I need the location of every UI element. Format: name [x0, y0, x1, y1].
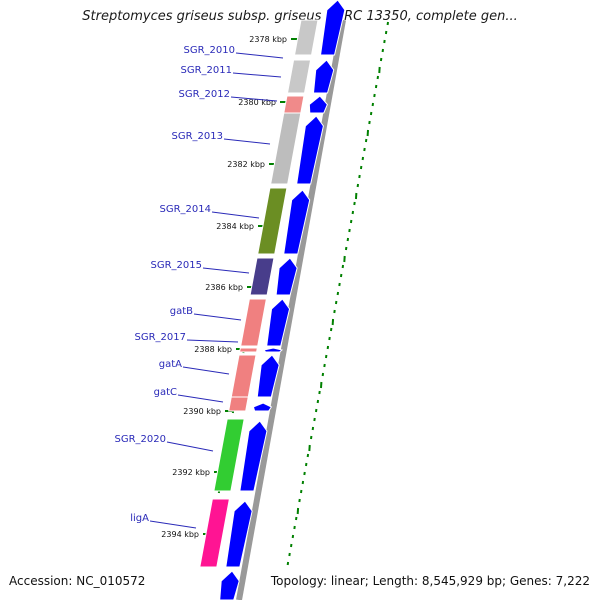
gene-label[interactable]: SGR_2010 — [184, 45, 236, 56]
gene-leader-line — [182, 366, 230, 375]
cds-arrow[interactable] — [308, 95, 328, 114]
tick-label: 2384 kbp — [216, 222, 254, 231]
gene-box[interactable] — [249, 257, 275, 296]
cds-arrow[interactable] — [296, 115, 324, 185]
gene-box[interactable] — [199, 498, 230, 568]
gene-box[interactable] — [293, 19, 319, 56]
map-title: Streptomyces griseus subsp. griseus NBRC… — [82, 9, 518, 24]
cds-arrow[interactable] — [283, 189, 311, 255]
gene-box[interactable] — [286, 59, 312, 94]
gene-box[interactable] — [228, 396, 249, 412]
gene-label[interactable]: SGR_2012 — [179, 89, 231, 100]
cds-arrow-track — [219, 0, 346, 600]
tick-label: 2392 kbp — [172, 468, 210, 477]
gene-label[interactable]: ligA — [130, 513, 149, 524]
gene-box[interactable] — [270, 112, 302, 185]
gene-leader-line — [166, 441, 214, 452]
gene-label[interactable]: gatC — [154, 387, 177, 398]
gene-label[interactable]: SGR_2013 — [172, 131, 224, 142]
tick-label: 2388 kbp — [194, 345, 232, 354]
gene-box[interactable] — [238, 347, 258, 353]
tick-label: 2380 kbp — [238, 98, 276, 107]
cds-arrow[interactable] — [225, 500, 253, 568]
gene-box[interactable] — [230, 354, 257, 398]
gene-label[interactable]: SGR_2017 — [135, 332, 187, 343]
backbone-line — [236, 19, 346, 600]
gene-box[interactable] — [240, 298, 267, 347]
gene-leader-line — [230, 96, 278, 102]
gene-box[interactable] — [283, 95, 305, 114]
gene-leader-line — [211, 211, 260, 219]
backbone-track — [236, 19, 346, 600]
gene-leader-line — [193, 313, 242, 321]
gene-leader-line — [235, 52, 284, 59]
cds-arrow[interactable] — [239, 420, 268, 492]
gene-label[interactable]: SGR_2011 — [181, 65, 233, 76]
tick-label: 2394 kbp — [161, 530, 199, 539]
cds-arrow[interactable] — [266, 298, 291, 347]
cds-arrow[interactable] — [319, 0, 346, 56]
gene-box[interactable] — [257, 187, 288, 255]
gene-leader-line — [202, 267, 250, 274]
cds-arrow[interactable] — [263, 347, 284, 353]
gene-leader-line — [149, 520, 197, 529]
tick-label: 2378 kbp — [249, 35, 287, 44]
cds-arrow[interactable] — [312, 59, 335, 94]
cds-arrow[interactable] — [219, 570, 240, 600]
genome-stats-text: Topology: linear; Length: 8,545,929 bp; … — [270, 574, 590, 588]
accession-text: Accession: NC_010572 — [9, 574, 146, 588]
gc-content-track — [286, 21, 389, 566]
gene-label[interactable]: SGR_2015 — [151, 260, 203, 271]
cds-arrow[interactable] — [252, 402, 273, 412]
tick-label: 2386 kbp — [205, 283, 243, 292]
gene-label[interactable]: gatA — [159, 359, 182, 370]
cds-arrow[interactable] — [256, 354, 280, 398]
gene-leader-line — [232, 72, 282, 78]
cds-arrow[interactable] — [275, 257, 298, 296]
tick-label: 2390 kbp — [183, 407, 221, 416]
gene-label[interactable]: SGR_2020 — [115, 434, 167, 445]
gene-label[interactable]: gatB — [170, 306, 193, 317]
tick-label: 2382 kbp — [227, 160, 265, 169]
gene-track — [199, 19, 319, 568]
gene-leader-line — [186, 339, 239, 343]
gene-leader-line — [223, 138, 271, 145]
gene-leader-line — [177, 394, 224, 403]
gene-box[interactable] — [213, 418, 245, 492]
gene-label-track: SGR_2010 SGR_2011 SGR_2012 SGR_2013 SGR_2014… — [115, 45, 284, 529]
gene-label[interactable]: SGR_2014 — [160, 204, 212, 215]
